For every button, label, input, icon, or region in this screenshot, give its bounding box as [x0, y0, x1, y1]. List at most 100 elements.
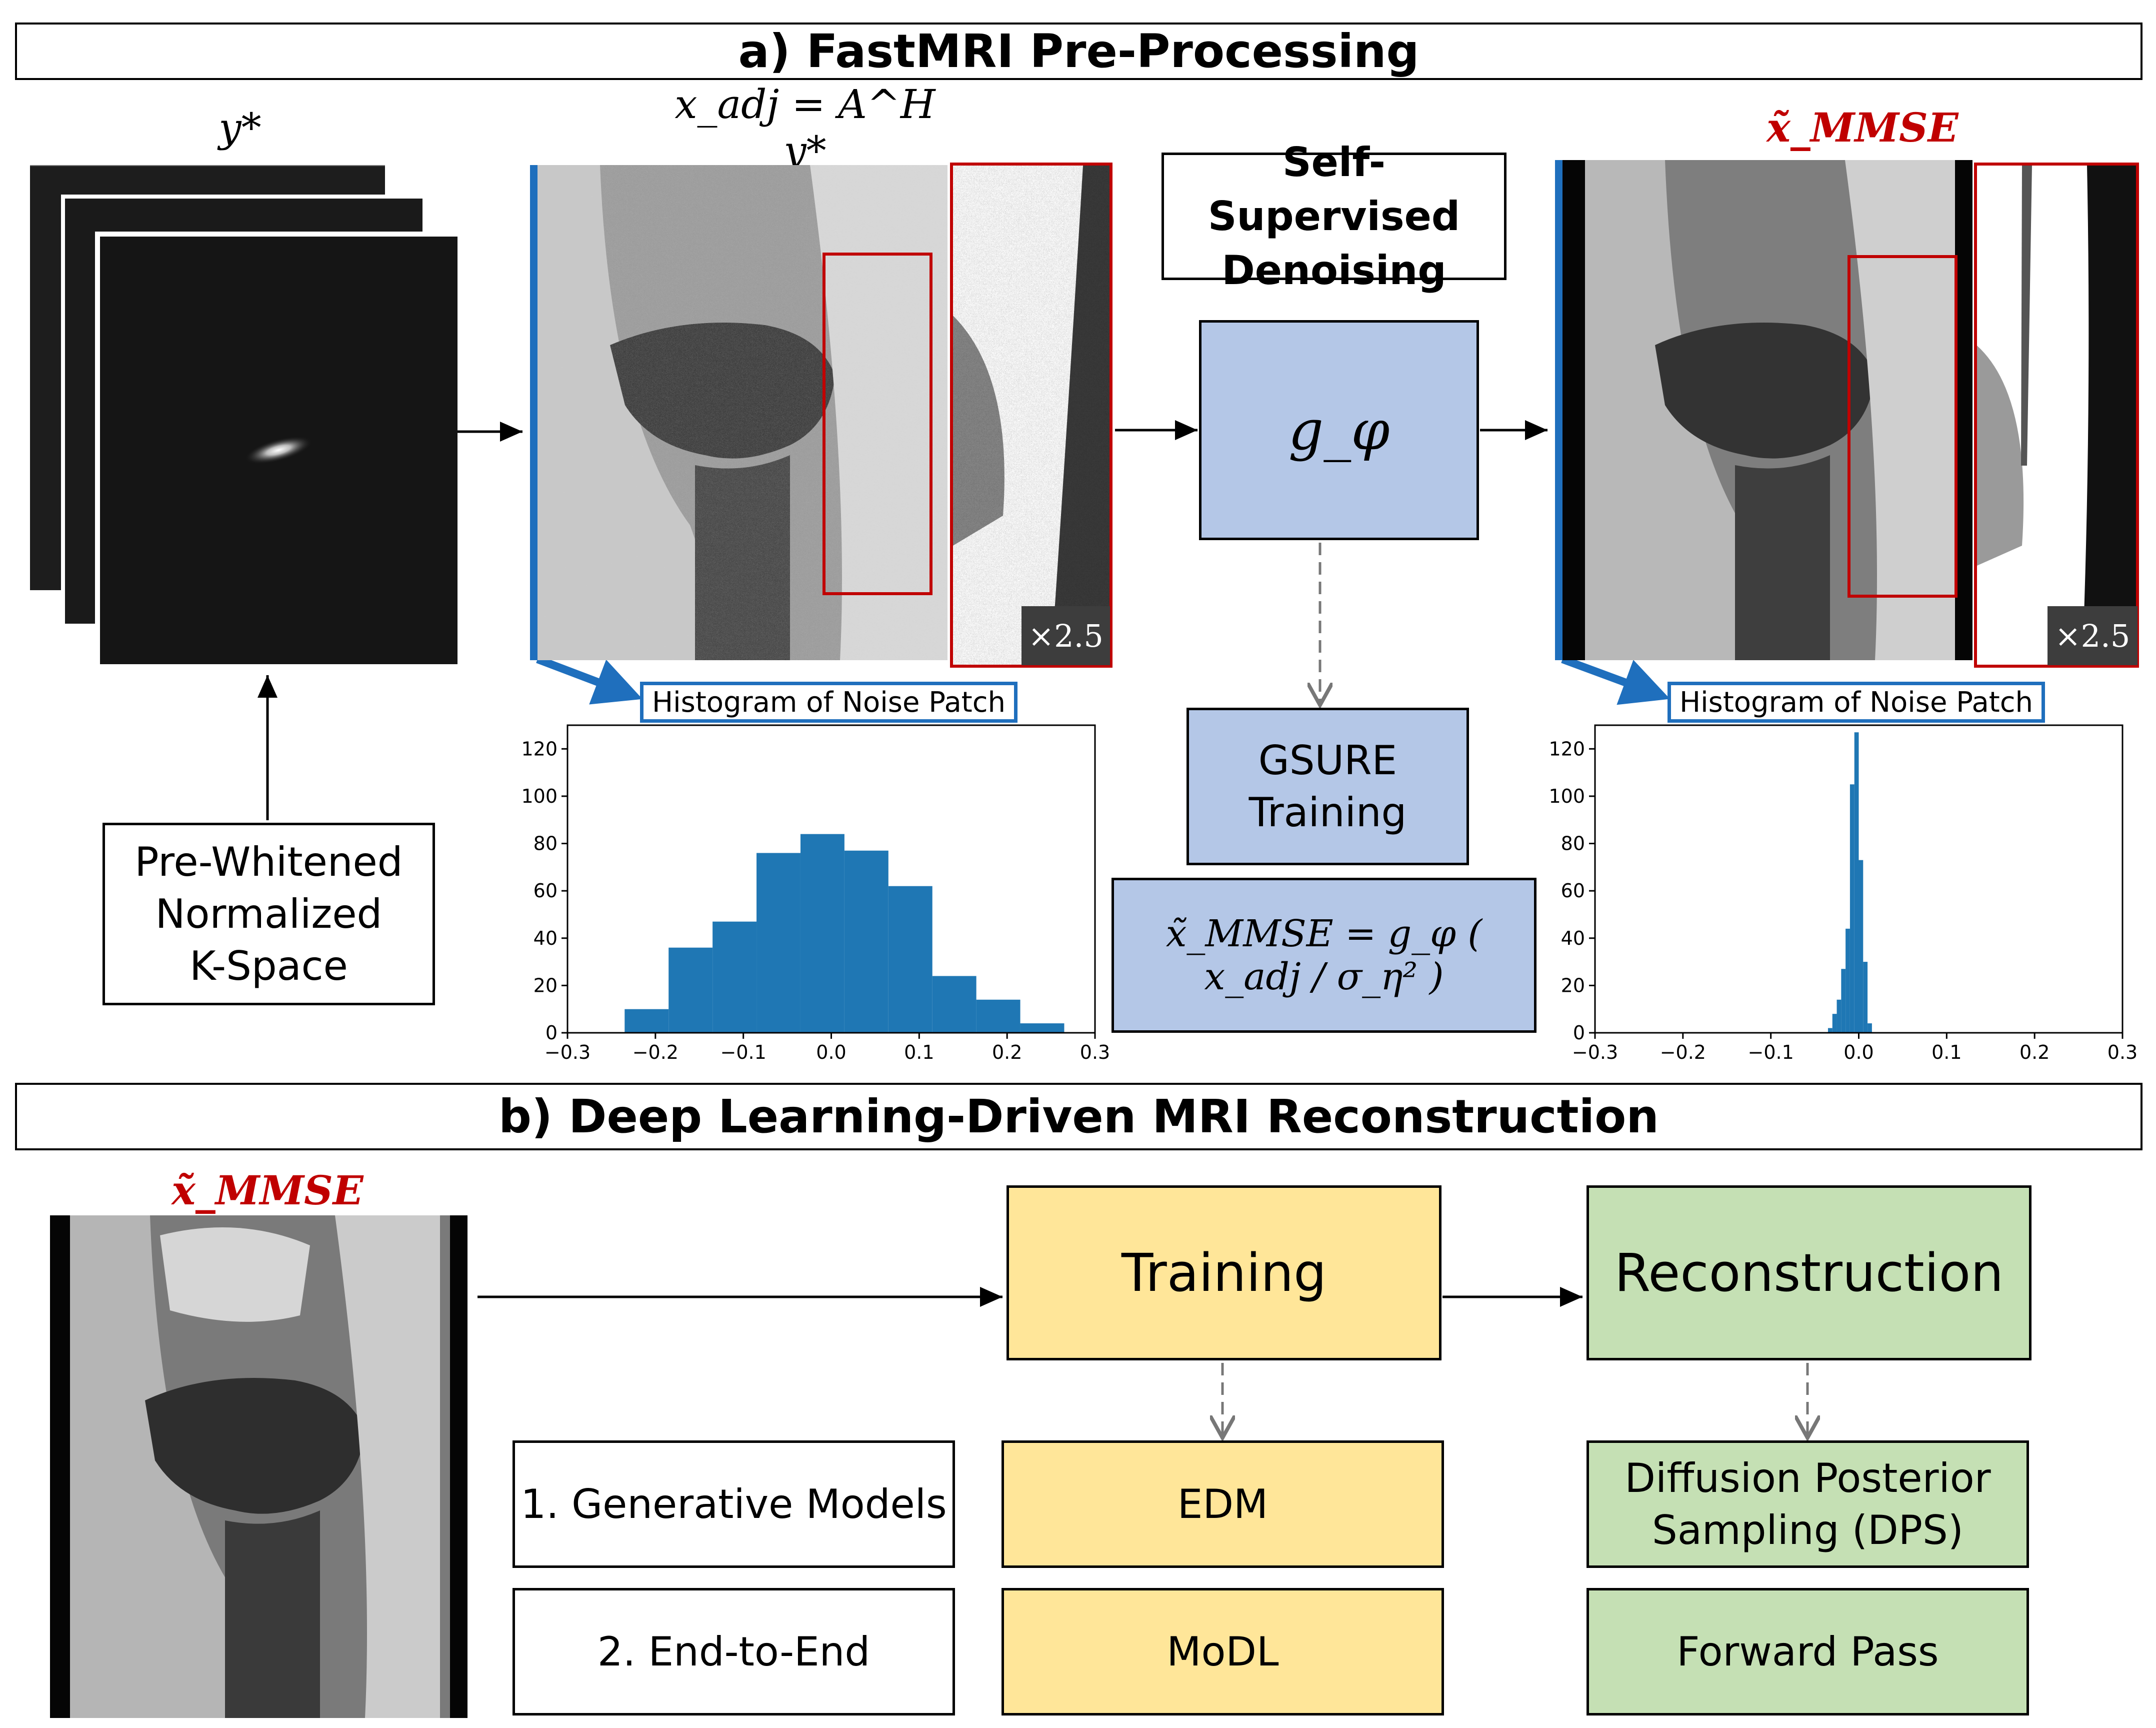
- dps-line-1: Diffusion Posterior: [1624, 1454, 1991, 1501]
- section-b-title: b) Deep Learning-Driven MRI Reconstructi…: [15, 1083, 2142, 1150]
- histogram-bar: [624, 1009, 669, 1033]
- noisy-zoom-badge: ×2.5: [1022, 606, 1110, 665]
- gsure-training-box: GSURE Training: [1186, 708, 1469, 865]
- y-tick-label: 120: [1548, 738, 1585, 760]
- histogram-bar: [1020, 1023, 1064, 1033]
- x-tick-label: 0.0: [816, 1041, 846, 1063]
- y-tick-label: 40: [534, 927, 558, 949]
- kspace-symbol: y*: [218, 104, 262, 151]
- training-label: Training: [1121, 1242, 1327, 1303]
- noisy-zoom-drawing: [953, 166, 1110, 665]
- histogram-bar: [1832, 1014, 1837, 1033]
- training-box: Training: [1006, 1185, 1442, 1360]
- gsure-line-1: GSURE: [1258, 737, 1398, 784]
- forward-pass-label: Forward Pass: [1676, 1628, 1939, 1675]
- hist-title-denoised: Histogram of Noise Patch: [1668, 682, 2045, 723]
- kspace-center-peak: [244, 436, 312, 464]
- denoised-symbol: x̃_MMSE: [1766, 104, 1958, 151]
- histogram-bar: [976, 999, 1020, 1033]
- forward-pass-box: Forward Pass: [1586, 1588, 2029, 1715]
- histogram-bar: [1846, 928, 1850, 1033]
- noisy-knee-drawing: [530, 165, 948, 660]
- x-tick-label: 0.1: [904, 1041, 934, 1063]
- y-tick-label: 20: [534, 974, 558, 996]
- histogram-bar: [1868, 1023, 1872, 1033]
- category-generative-models: 1. Generative Models: [512, 1440, 955, 1568]
- y-tick-label: 40: [1561, 927, 1585, 949]
- histogram-bar: [756, 853, 800, 1033]
- histogram-bar: [1863, 962, 1868, 1033]
- category-end-to-end-label: 2. End-to-End: [597, 1628, 870, 1675]
- category-end-to-end: 2. End-to-End: [512, 1588, 955, 1715]
- histogram-bar: [1854, 732, 1859, 1033]
- prewhitened-line-3: K-Space: [190, 942, 348, 989]
- x-tick-label: −0.2: [632, 1041, 678, 1063]
- x-tick-label: 0.3: [1080, 1041, 1110, 1063]
- dps-line-2: Sampling (DPS): [1652, 1506, 1964, 1553]
- mmse-formula: x̃_MMSE = g_φ ( x_adj / σ_η² ): [1166, 912, 1482, 998]
- x-tick-label: −0.1: [720, 1041, 766, 1063]
- reconstruction-box: Reconstruction: [1586, 1185, 2032, 1360]
- hist-title-noisy: Histogram of Noise Patch: [640, 682, 1018, 723]
- section-b-knee-image: [50, 1215, 468, 1718]
- histogram-bar: [1841, 969, 1846, 1033]
- x-tick-label: 0.3: [2108, 1041, 2138, 1063]
- self-supervised-line-2: Denoising: [1222, 247, 1446, 294]
- x-tick-label: −0.3: [1572, 1041, 1618, 1063]
- denoised-zoom-inset: [1974, 163, 2139, 668]
- x-tick-label: −0.2: [1660, 1041, 1706, 1063]
- y-tick-label: 60: [534, 880, 558, 902]
- x-tick-label: −0.3: [544, 1041, 590, 1063]
- denoiser-network-box: g_φ: [1199, 320, 1479, 540]
- adjoint-symbol: x_adj = A^H y*: [674, 81, 936, 174]
- network-symbol: g_φ: [1288, 398, 1390, 462]
- prewhitened-kspace-box: Pre-Whitened Normalized K-Space: [102, 823, 435, 1005]
- y-tick-label: 60: [1561, 880, 1585, 902]
- noisy-knee-image: [530, 165, 948, 660]
- histogram-bar: [1828, 1028, 1832, 1033]
- x-tick-label: −0.1: [1748, 1041, 1794, 1063]
- denoised-knee-image: [1555, 160, 1972, 660]
- self-supervised-box: Self-Supervised Denoising: [1162, 139, 1506, 294]
- prewhitened-line-2: Normalized: [155, 890, 382, 937]
- histogram-bar: [1858, 860, 1864, 1033]
- dps-box: Diffusion Posterior Sampling (DPS): [1586, 1440, 2029, 1568]
- modl-label: MoDL: [1166, 1628, 1279, 1675]
- y-tick-label: 20: [1561, 974, 1585, 996]
- denoised-zoom-region-box: [1848, 255, 1958, 598]
- histogram-bar: [1836, 999, 1842, 1033]
- category-generative-label: 1. Generative Models: [520, 1480, 947, 1527]
- y-tick-label: 80: [534, 833, 558, 855]
- kspace-slice-front: [100, 237, 458, 664]
- histogram-bar: [712, 921, 757, 1033]
- histogram-bar: [932, 976, 976, 1033]
- x-tick-label: 0.0: [1844, 1041, 1874, 1063]
- reconstruction-label: Reconstruction: [1614, 1242, 2004, 1303]
- histogram-bar: [888, 886, 932, 1033]
- x-tick-label: 0.2: [2020, 1041, 2050, 1063]
- edm-box: EDM: [1002, 1440, 1444, 1568]
- y-tick-label: 0: [546, 1022, 558, 1044]
- y-tick-label: 80: [1561, 833, 1585, 855]
- noisy-zoom-inset: [950, 163, 1112, 668]
- histogram-bar: [844, 850, 888, 1033]
- histogram-denoised: −0.3 −0.2 −0.1 0.0 0.1 0.2 0.3 0 20 40 60 80 100 120: [1548, 724, 2138, 1063]
- denoised-knee-drawing: [1555, 160, 1972, 660]
- noisy-zoom-region-box: [822, 253, 932, 595]
- y-tick-label: 120: [521, 738, 558, 760]
- section-b-input-symbol: x̃_MMSE: [172, 1167, 364, 1214]
- histogram-noisy: −0.3 −0.2 −0.1 0.0 0.1 0.2 0.3 0 20 40 60 80 100 120: [521, 724, 1110, 1063]
- edm-label: EDM: [1177, 1480, 1268, 1527]
- y-tick-label: 100: [1548, 785, 1585, 807]
- histogram-bar: [1850, 784, 1854, 1033]
- x-tick-label: 0.1: [1932, 1041, 1962, 1063]
- modl-box: MoDL: [1002, 1588, 1444, 1715]
- histogram-bar: [800, 834, 844, 1033]
- y-tick-label: 100: [521, 785, 558, 807]
- x-tick-label: 0.2: [992, 1041, 1022, 1063]
- denoised-zoom-badge: ×2.5: [2048, 606, 2138, 665]
- prewhitened-line-1: Pre-Whitened: [134, 838, 403, 885]
- histogram-bar: [668, 947, 713, 1033]
- y-tick-label: 0: [1573, 1022, 1585, 1044]
